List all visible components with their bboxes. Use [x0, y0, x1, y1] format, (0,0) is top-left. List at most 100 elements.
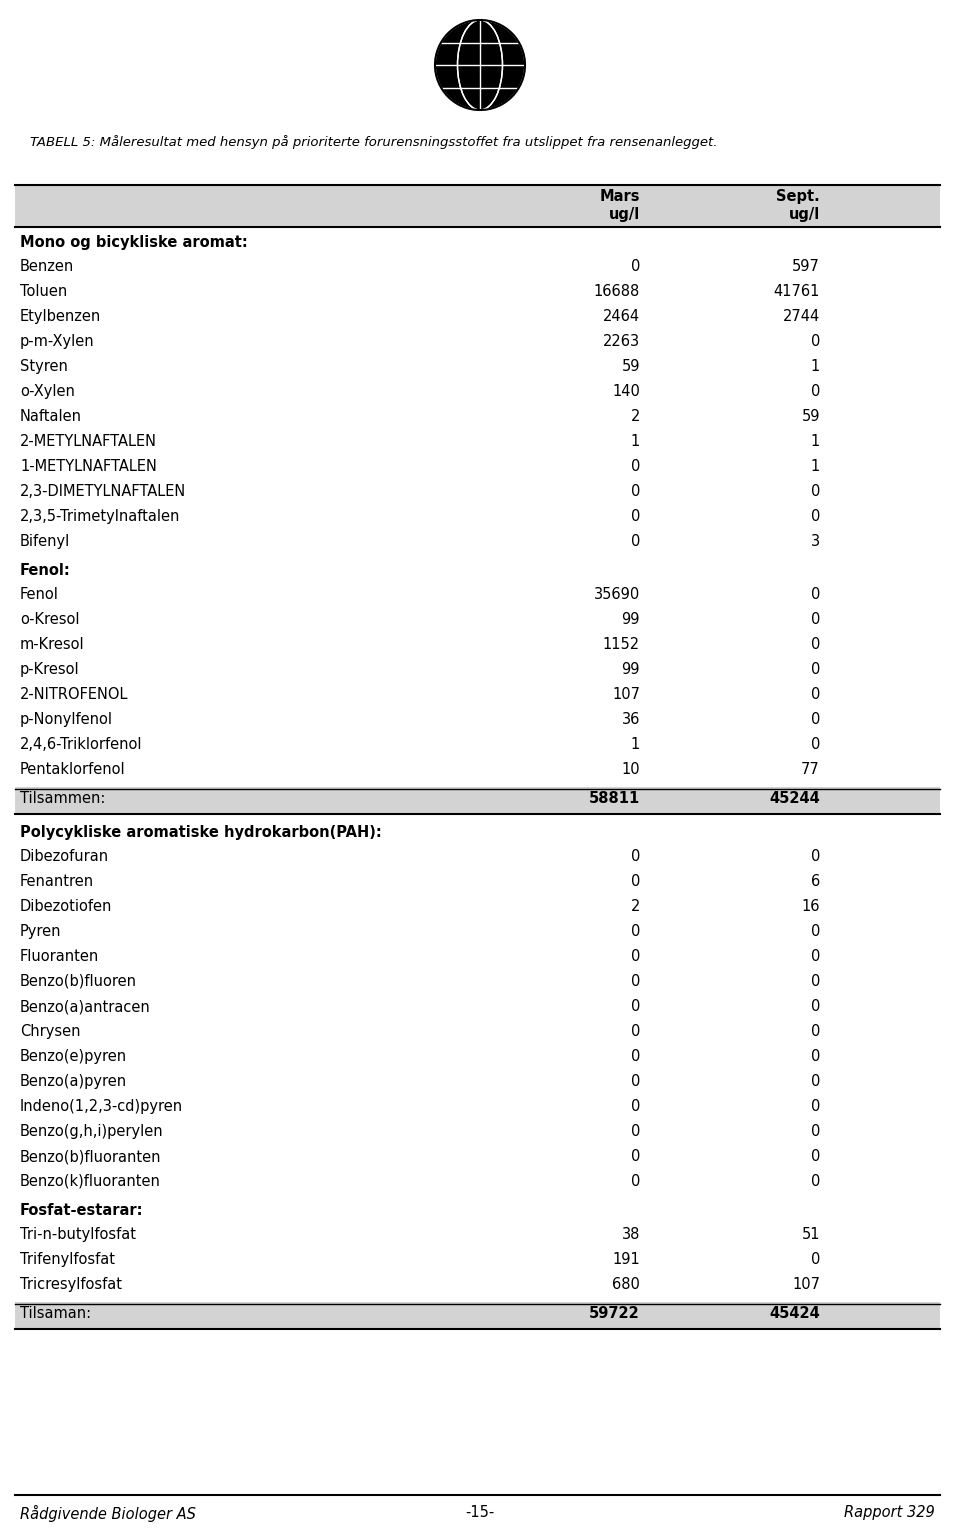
Text: 2,3-DIMETYLNAFTALEN: 2,3-DIMETYLNAFTALEN — [20, 483, 186, 499]
Text: 0: 0 — [810, 686, 820, 702]
Text: 0: 0 — [631, 1050, 640, 1063]
Text: Tilsammen:: Tilsammen: — [20, 791, 106, 806]
Text: 0: 0 — [810, 334, 820, 349]
Text: 2: 2 — [631, 409, 640, 425]
Text: 0: 0 — [810, 1123, 820, 1139]
Text: 41761: 41761 — [774, 285, 820, 299]
Text: 0: 0 — [810, 999, 820, 1014]
Text: 0: 0 — [631, 950, 640, 963]
Text: Benzen: Benzen — [20, 259, 74, 274]
Text: 99: 99 — [621, 662, 640, 677]
Text: p-Kresol: p-Kresol — [20, 662, 80, 677]
Text: Mars: Mars — [599, 189, 640, 205]
Text: 0: 0 — [810, 974, 820, 990]
Text: 0: 0 — [631, 259, 640, 274]
Text: ug/l: ug/l — [609, 208, 640, 222]
Text: Mono og bicykliske aromat:: Mono og bicykliske aromat: — [20, 235, 248, 249]
Bar — [15, 185, 940, 226]
Text: 6: 6 — [811, 874, 820, 890]
Text: 2-NITROFENOL: 2-NITROFENOL — [20, 686, 129, 702]
Text: 0: 0 — [810, 1023, 820, 1039]
Text: 38: 38 — [622, 1227, 640, 1242]
Text: Styren: Styren — [20, 359, 68, 374]
Text: 0: 0 — [631, 1150, 640, 1163]
Text: Dibezotiofen: Dibezotiofen — [20, 899, 112, 914]
Text: 0: 0 — [810, 385, 820, 399]
Text: Fenol: Fenol — [20, 586, 59, 602]
Text: 0: 0 — [631, 1123, 640, 1139]
Text: Bifenyl: Bifenyl — [20, 534, 70, 549]
Text: Pentaklorfenol: Pentaklorfenol — [20, 762, 126, 777]
Text: Benzo(e)pyren: Benzo(e)pyren — [20, 1050, 127, 1063]
Text: Benzo(b)fluoranten: Benzo(b)fluoranten — [20, 1150, 161, 1163]
Text: Indeno(1,2,3-cd)pyren: Indeno(1,2,3-cd)pyren — [20, 1099, 183, 1114]
Text: 59722: 59722 — [589, 1307, 640, 1320]
Text: Fenantren: Fenantren — [20, 874, 94, 890]
Text: 1: 1 — [811, 359, 820, 374]
Text: 3: 3 — [811, 534, 820, 549]
Text: 0: 0 — [810, 637, 820, 653]
Text: 2464: 2464 — [603, 309, 640, 325]
Text: Benzo(b)fluoren: Benzo(b)fluoren — [20, 974, 137, 990]
Text: Benzo(a)pyren: Benzo(a)pyren — [20, 1074, 127, 1090]
Text: Fosfat-estarar:: Fosfat-estarar: — [20, 1203, 143, 1217]
Text: 1152: 1152 — [603, 637, 640, 653]
Text: 107: 107 — [792, 1277, 820, 1293]
Text: -15-: -15- — [466, 1505, 494, 1521]
Text: 0: 0 — [810, 713, 820, 726]
Text: Tri-n-butylfosfat: Tri-n-butylfosfat — [20, 1227, 136, 1242]
Text: 0: 0 — [631, 1074, 640, 1090]
Text: 0: 0 — [810, 1050, 820, 1063]
Text: Dibezofuran: Dibezofuran — [20, 850, 109, 863]
Text: 0: 0 — [810, 923, 820, 939]
Text: 0: 0 — [810, 950, 820, 963]
Text: 0: 0 — [631, 1174, 640, 1190]
Text: 36: 36 — [622, 713, 640, 726]
Text: Rådgivende Biologer AS: Rådgivende Biologer AS — [20, 1505, 196, 1522]
Text: 0: 0 — [810, 1253, 820, 1267]
Text: 16: 16 — [802, 899, 820, 914]
Bar — [15, 1302, 940, 1328]
Text: o-Kresol: o-Kresol — [20, 613, 80, 626]
Text: 77: 77 — [802, 762, 820, 777]
Text: 51: 51 — [802, 1227, 820, 1242]
Text: 16688: 16688 — [593, 285, 640, 299]
Text: 0: 0 — [631, 974, 640, 990]
Text: Rapport 329: Rapport 329 — [844, 1505, 935, 1521]
Bar — [15, 786, 940, 813]
Text: Tilsaman:: Tilsaman: — [20, 1307, 91, 1320]
Text: ug/l: ug/l — [789, 208, 820, 222]
Text: 2263: 2263 — [603, 334, 640, 349]
Text: 0: 0 — [631, 483, 640, 499]
Text: 680: 680 — [612, 1277, 640, 1293]
Text: 0: 0 — [810, 1150, 820, 1163]
Text: 0: 0 — [810, 586, 820, 602]
Text: 0: 0 — [631, 509, 640, 523]
Text: 0: 0 — [810, 1174, 820, 1190]
Text: 35690: 35690 — [593, 586, 640, 602]
Text: 2,4,6-Triklorfenol: 2,4,6-Triklorfenol — [20, 737, 142, 753]
Text: 2,3,5-Trimetylnaftalen: 2,3,5-Trimetylnaftalen — [20, 509, 180, 523]
Text: 0: 0 — [631, 850, 640, 863]
Text: 0: 0 — [810, 850, 820, 863]
Text: 45424: 45424 — [769, 1307, 820, 1320]
Text: Trifenylfosfat: Trifenylfosfat — [20, 1253, 115, 1267]
Text: 1: 1 — [811, 459, 820, 474]
Text: 0: 0 — [631, 1099, 640, 1114]
Text: 0: 0 — [631, 459, 640, 474]
Text: 1-METYLNAFTALEN: 1-METYLNAFTALEN — [20, 459, 156, 474]
Text: 0: 0 — [810, 613, 820, 626]
Text: Benzo(g,h,i)perylen: Benzo(g,h,i)perylen — [20, 1123, 163, 1139]
Text: Fenol:: Fenol: — [20, 563, 71, 579]
Text: Toluen: Toluen — [20, 285, 67, 299]
Text: Sept.: Sept. — [777, 189, 820, 205]
Text: 597: 597 — [792, 259, 820, 274]
Text: 0: 0 — [810, 1074, 820, 1090]
Text: 59: 59 — [621, 359, 640, 374]
Text: Polycykliske aromatiske hydrokarbon(PAH):: Polycykliske aromatiske hydrokarbon(PAH)… — [20, 825, 382, 840]
Text: 99: 99 — [621, 613, 640, 626]
Text: Benzo(k)fluoranten: Benzo(k)fluoranten — [20, 1174, 161, 1190]
Text: 107: 107 — [612, 686, 640, 702]
Text: 0: 0 — [810, 737, 820, 753]
Text: 2744: 2744 — [782, 309, 820, 325]
